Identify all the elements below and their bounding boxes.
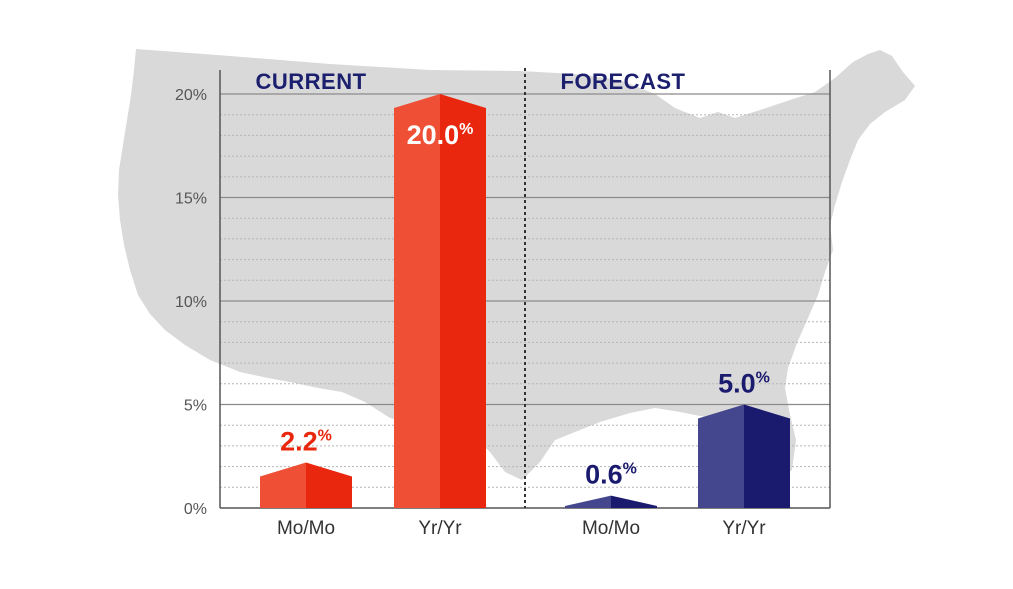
bar-forecast-mo-mo-right-face: [611, 495, 657, 508]
value-label-current-yr-yr: 20.0%: [407, 120, 474, 150]
bar-current-yr-yr-left-face: [394, 94, 440, 508]
y-tick-label: 10%: [175, 294, 207, 311]
section-title-current: CURRENT: [255, 69, 366, 94]
category-label-current-yr-yr: Yr/Yr: [418, 518, 462, 539]
y-tick-label: 0%: [184, 501, 207, 518]
value-label-forecast-yr-yr: 5.0%: [718, 369, 770, 399]
value-label-current-mo-mo: 2.2%: [280, 426, 332, 456]
category-label-forecast-yr-yr: Yr/Yr: [722, 518, 766, 539]
section-title-forecast: FORECAST: [561, 69, 686, 94]
y-tick-label: 20%: [175, 87, 207, 104]
bar-forecast-yr-yr-right-face: [744, 404, 790, 508]
bar-current-yr-yr-right-face: [440, 94, 486, 508]
value-label-forecast-mo-mo: 0.6%: [585, 460, 637, 490]
bar-current-mo-mo-left-face: [260, 462, 306, 508]
category-label-forecast-mo-mo: Mo/Mo: [582, 518, 640, 539]
category-label-current-mo-mo: Mo/Mo: [277, 518, 335, 539]
us-map-background: [118, 49, 915, 480]
bar-current-mo-mo-right-face: [306, 462, 352, 508]
y-tick-label: 5%: [184, 398, 207, 415]
bar-forecast-mo-mo-left-face: [565, 495, 611, 508]
y-tick-label: 15%: [175, 191, 207, 208]
bar-forecast-yr-yr-left-face: [698, 404, 744, 508]
